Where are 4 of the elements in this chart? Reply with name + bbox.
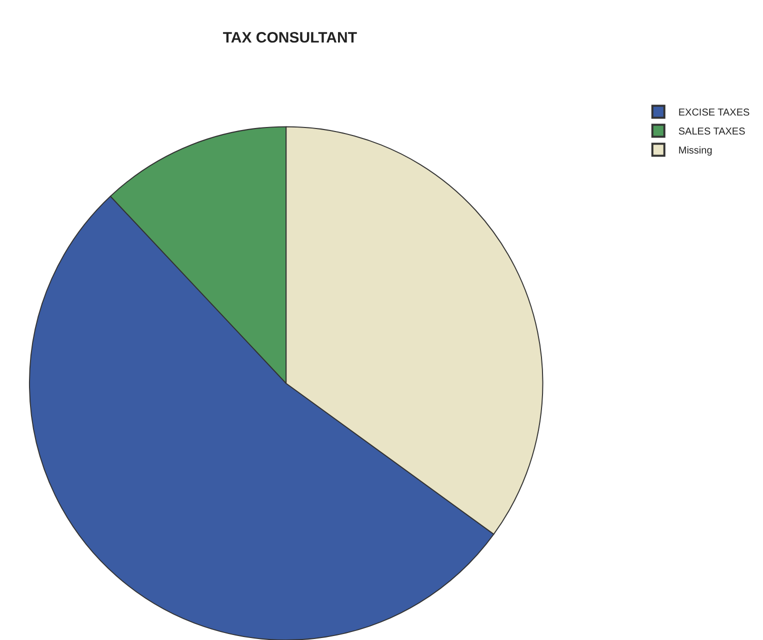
chart-title: TAX CONSULTANT — [222, 30, 358, 46]
legend-label: SALES TAXES — [678, 126, 746, 138]
legend-label: Missing — [678, 146, 712, 157]
legend-label: EXCISE TAXES — [678, 108, 750, 119]
